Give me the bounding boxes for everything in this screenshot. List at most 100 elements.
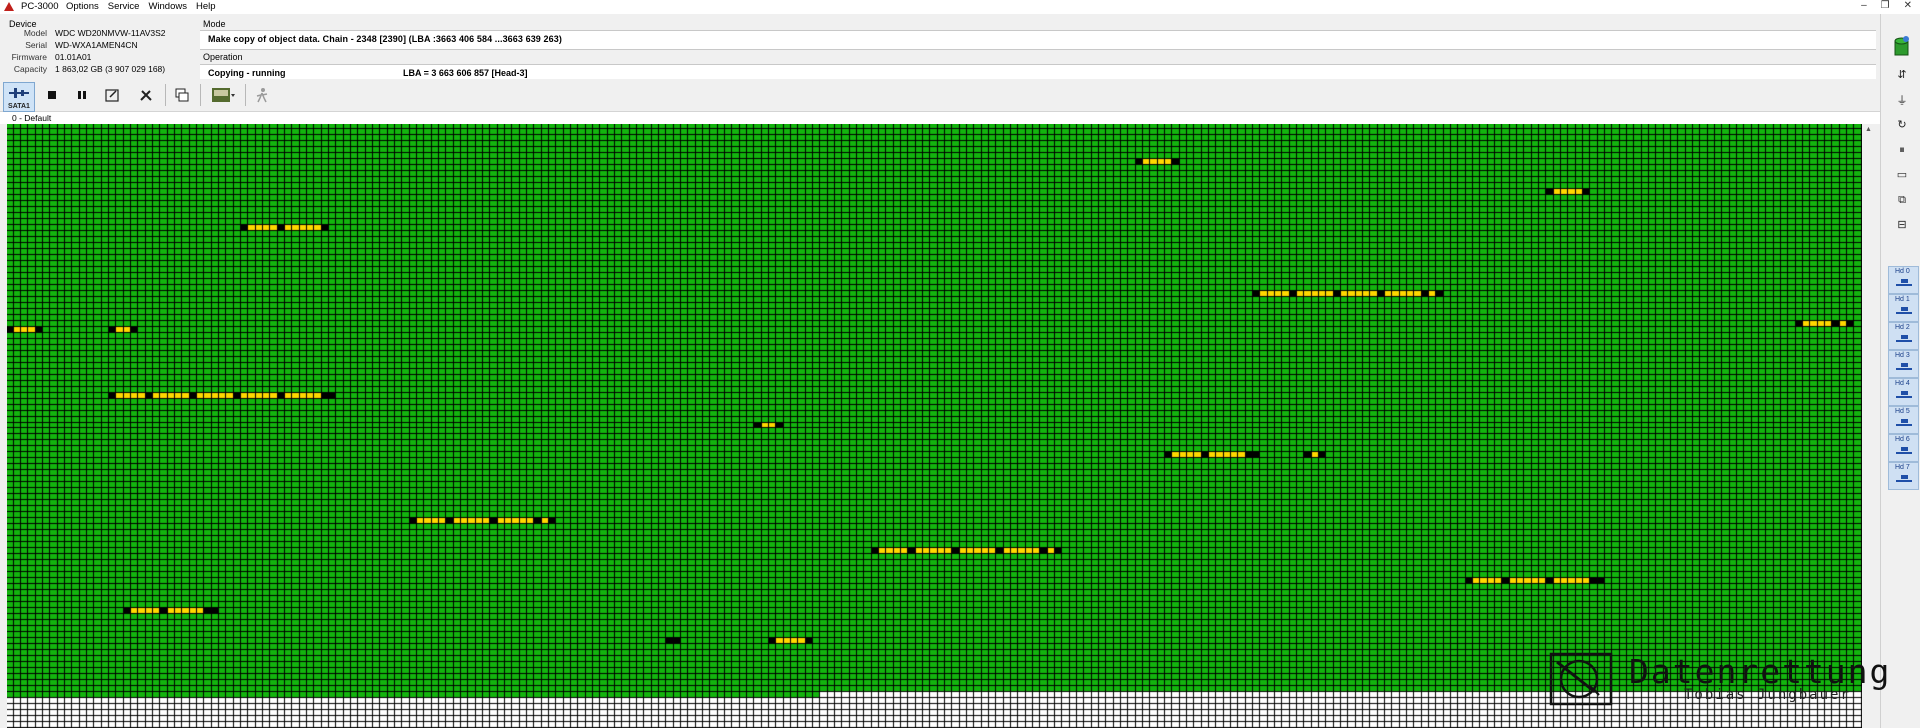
toolbar-separator	[245, 84, 246, 106]
firmware-label: Firmware	[11, 52, 47, 62]
connection-button[interactable]: ⇵	[1892, 64, 1912, 84]
head-1-button[interactable]: Hd 1	[1888, 294, 1919, 322]
edit-icon	[105, 89, 119, 102]
edit-button[interactable]	[100, 83, 124, 107]
head-3-label: Hd 3	[1895, 352, 1910, 359]
operation-status: Copying - running	[208, 68, 286, 78]
sector-map-canvas	[7, 124, 1862, 728]
head-4-label: Hd 4	[1895, 380, 1910, 387]
serial-label: Serial	[25, 40, 47, 50]
model-value: WDC WD20NMVW-11AV3S2	[55, 28, 166, 38]
toolbar: SATA1	[0, 79, 1880, 112]
minimize-icon[interactable]: –	[1861, 0, 1867, 11]
firmware-value: 01.01A01	[55, 52, 92, 62]
watermark: Datenrettung Tobias Jungbauer	[1549, 652, 1909, 708]
head-icon	[1896, 418, 1912, 426]
pause-icon	[78, 91, 86, 99]
head-2-button[interactable]: Hd 2	[1888, 322, 1919, 350]
stop-button[interactable]	[40, 83, 64, 107]
model-row: Model WDC WD20NMVW-11AV3S2	[0, 28, 190, 40]
sata-port-button[interactable]: SATA1	[3, 82, 35, 112]
pause-button[interactable]	[70, 83, 94, 107]
app-title: PC-3000	[21, 1, 59, 12]
head-icon	[1896, 446, 1912, 454]
head-4-button[interactable]: Hd 4	[1888, 378, 1919, 406]
plug-icon: ⏚	[1896, 95, 1908, 107]
mode-text: Make copy of object data. Chain - 2348 […	[208, 34, 562, 44]
head-icon	[1896, 362, 1912, 370]
operation-field: Copying - running LBA = 3 663 606 857 [H…	[200, 64, 1876, 81]
restore-icon[interactable]: ❐	[1880, 0, 1890, 11]
capacity-value: 1 863,02 GB (3 907 029 168)	[55, 64, 166, 74]
tab-default[interactable]: 0 - Default	[12, 113, 52, 123]
drive-power-icon	[1894, 36, 1909, 56]
datenrettung-logo-icon	[1549, 652, 1613, 706]
pause-icon: ⏸	[1899, 143, 1905, 156]
pause-button-side[interactable]: ⏸	[1892, 140, 1912, 160]
run-button[interactable]	[250, 83, 274, 107]
device-label: Device	[9, 19, 37, 29]
sata-label: SATA1	[8, 103, 30, 110]
title-bar: PC-3000 Options Service Windows Help – ❐…	[0, 0, 1920, 14]
tab-strip: 0 - Default	[0, 112, 1880, 124]
head-icon	[1896, 474, 1912, 482]
info-panel: Device Model WDC WD20NMVW-11AV3S2 Serial…	[0, 15, 1880, 81]
operation-label: Operation	[203, 52, 243, 62]
battery-icon: ▭	[1896, 168, 1908, 181]
menu-options[interactable]: Options	[66, 1, 99, 12]
reset-icon: ↻	[1897, 118, 1907, 131]
head-2-label: Hd 2	[1895, 324, 1910, 331]
head-icon	[1896, 306, 1912, 314]
drive-power-button[interactable]	[1892, 36, 1912, 56]
head-icon	[1896, 278, 1912, 286]
sector-map	[7, 124, 1862, 728]
plug-button[interactable]: ⏚	[1892, 90, 1912, 110]
device-image-dropdown[interactable]	[206, 83, 240, 107]
capacity-row: Capacity 1 863,02 GB (3 907 029 168)	[0, 64, 190, 76]
menu-bar: Options Service Windows Help	[66, 1, 216, 12]
close-icon[interactable]: ✕	[1903, 0, 1912, 11]
model-label: Model	[23, 28, 47, 38]
reset-button[interactable]: ↻	[1892, 114, 1912, 134]
scroll-up-icon[interactable]: ▲	[1865, 126, 1872, 133]
watermark-subtitle: Tobias Jungbauer	[1684, 687, 1851, 703]
battery-button[interactable]: ▭	[1892, 164, 1912, 184]
head-3-button[interactable]: Hd 3	[1888, 350, 1919, 378]
settings-icon: ⊟	[1897, 218, 1907, 231]
head-5-button[interactable]: Hd 5	[1888, 406, 1919, 434]
app-logo-icon	[4, 2, 14, 11]
head-7-button[interactable]: Hd 7	[1888, 462, 1919, 490]
menu-windows[interactable]: Windows	[148, 1, 187, 12]
copy-windows-button[interactable]	[170, 83, 194, 107]
operation-lba: LBA = 3 663 606 857 [Head-3]	[403, 68, 528, 78]
settings-button[interactable]: ⊟	[1892, 214, 1912, 234]
right-panel: ⇵ ⏚ ↻ ⏸ ▭ ⧉ ⊟ Hd 0 Hd 1 Hd 2 Hd 3 Hd 4 H…	[1880, 14, 1920, 728]
serial-row: Serial WD-WXA1AMEN4CN	[0, 40, 190, 52]
head-6-label: Hd 6	[1895, 436, 1910, 443]
sata-connector-icon	[9, 88, 29, 98]
head-icon	[1896, 390, 1912, 398]
mode-box: Mode Make copy of object data. Chain - 2…	[198, 18, 1878, 81]
head-7-label: Hd 7	[1895, 464, 1910, 471]
connection-icon: ⇵	[1897, 68, 1907, 81]
capacity-label: Capacity	[13, 64, 47, 74]
run-icon	[256, 88, 268, 103]
vertical-scrollbar[interactable]: ▲	[1862, 124, 1876, 728]
device-image-icon	[212, 88, 235, 102]
head-0-label: Hd 0	[1895, 268, 1910, 275]
mode-label: Mode	[203, 19, 226, 29]
copy-windows-icon	[175, 88, 189, 102]
tools-button[interactable]	[134, 83, 158, 107]
menu-service[interactable]: Service	[107, 1, 140, 12]
window-controls: – ❐ ✕	[1861, 0, 1912, 11]
head-0-button[interactable]: Hd 0	[1888, 266, 1919, 294]
menu-help[interactable]: Help	[195, 1, 216, 12]
stop-icon	[48, 91, 56, 99]
watermark-title: Datenrettung	[1629, 652, 1892, 691]
head-6-button[interactable]: Hd 6	[1888, 434, 1919, 462]
head-1-label: Hd 1	[1895, 296, 1910, 303]
copy-icon: ⧉	[1898, 193, 1906, 206]
toolbar-separator	[165, 84, 166, 106]
copy-button[interactable]: ⧉	[1892, 190, 1912, 210]
firmware-row: Firmware 01.01A01	[0, 52, 190, 64]
